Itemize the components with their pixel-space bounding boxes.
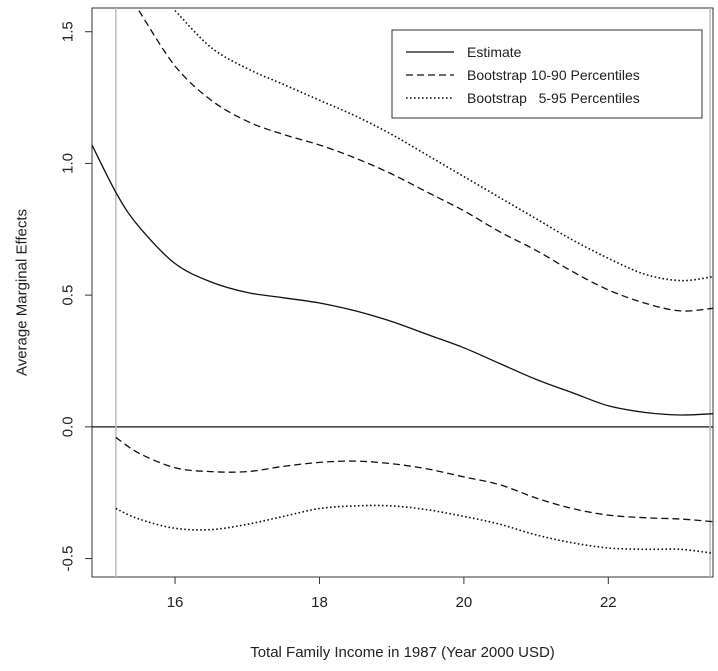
series-lines	[92, 10, 713, 555]
legend-label-1: Estimate	[467, 44, 522, 60]
x-tick-label-3: 22	[600, 594, 617, 611]
y-tick-label-3: 1.0	[60, 153, 77, 174]
x-tick-label-2: 20	[456, 594, 473, 611]
y-tick-label-4: 1.5	[60, 21, 77, 42]
series-line-4	[174, 10, 713, 282]
x-tick-label-0: 16	[167, 594, 184, 611]
legend-label-2: Bootstrap 10-90 Percentiles	[467, 67, 640, 83]
y-axis-title: Average Marginal Effects	[14, 209, 31, 376]
y-axis: -0.5 0.0 0.5 1.0 1.5	[60, 21, 92, 572]
y-tick-label-1: 0.0	[60, 416, 77, 437]
plot-frame	[91, 7, 714, 578]
plot-area	[91, 7, 714, 578]
series-line-5	[115, 504, 713, 555]
legend-items: Estimate Bootstrap 10-90 Percentiles Boots…	[406, 44, 640, 106]
reference-lines	[92, 8, 713, 577]
y-tick-label-2: 0.5	[60, 285, 77, 306]
x-axis-title: Total Family Income in 1987 (Year 2000 U…	[250, 644, 555, 661]
series-line-1	[92, 144, 713, 416]
series-line-2	[138, 10, 713, 312]
series-line-3	[115, 436, 713, 523]
y-tick-label-0: -0.5	[60, 546, 77, 572]
x-tick-label-1: 18	[311, 594, 328, 611]
legend: Estimate Bootstrap 10-90 Percentiles Boots…	[391, 29, 703, 119]
legend-box	[391, 29, 703, 119]
legend-label-3: Bootstrap 5-95 Percentiles	[467, 90, 640, 106]
x-axis: 16 18 20 22	[167, 577, 617, 611]
